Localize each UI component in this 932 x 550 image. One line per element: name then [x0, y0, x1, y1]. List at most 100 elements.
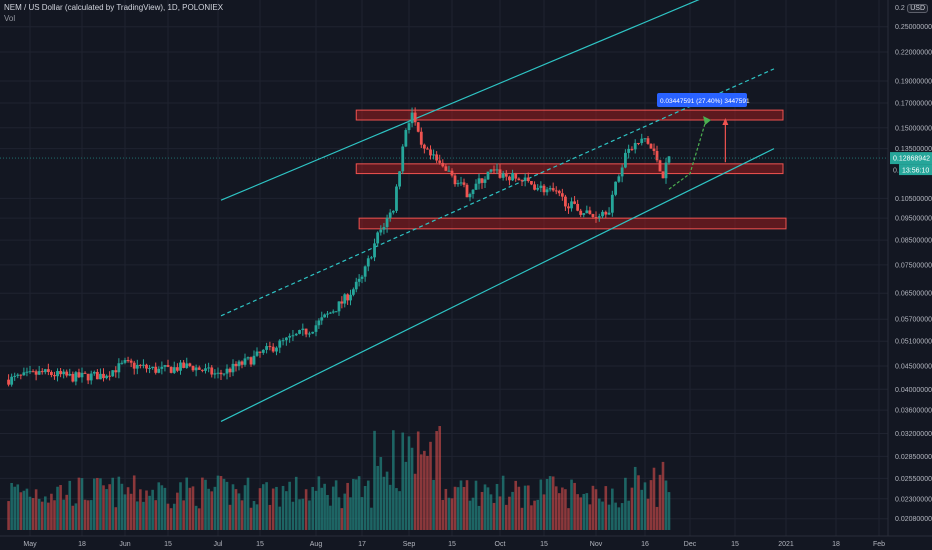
volume-bar-126	[395, 488, 398, 530]
candle-200	[624, 149, 627, 169]
candle-body	[486, 171, 490, 180]
volume-bar-52	[166, 503, 170, 530]
volume-bar-146	[456, 487, 460, 530]
candle-body	[86, 373, 90, 381]
last-price-tag-bg	[890, 152, 932, 165]
candle-body	[432, 154, 435, 156]
candle-body	[50, 372, 53, 376]
volume-bar-212	[661, 461, 665, 530]
candle-body	[416, 122, 420, 132]
candle-body	[154, 366, 158, 373]
volume-bar-210	[655, 506, 659, 530]
volume-bar-187	[582, 493, 586, 530]
candle-149	[465, 183, 469, 198]
candle-196	[610, 190, 614, 217]
candle-201	[627, 144, 631, 159]
candle-174	[542, 184, 546, 196]
volume-bar-103	[326, 494, 329, 530]
candle-body	[526, 177, 530, 182]
candle-172	[536, 184, 540, 192]
candle-205	[640, 133, 644, 146]
candle-71	[225, 364, 229, 380]
candle-199	[620, 164, 624, 183]
projection-path	[668, 119, 707, 190]
candle-body	[363, 266, 367, 277]
candle-4	[19, 374, 23, 380]
candle-body	[19, 374, 23, 376]
price-tick-15: 0.13500000	[895, 146, 932, 153]
volume-bar-12	[43, 496, 47, 530]
candle-177	[551, 182, 555, 192]
volume-bar-81	[255, 504, 259, 530]
volume-bar-92	[291, 501, 295, 530]
candle-body	[34, 371, 38, 375]
price-tick-9: 0.05700000	[895, 317, 932, 324]
candle-body	[320, 317, 324, 321]
candle-49	[157, 366, 161, 374]
volume-bar-214	[667, 492, 671, 530]
candle-body	[498, 169, 502, 178]
volume-bar-148	[462, 486, 466, 530]
candle-35	[114, 366, 118, 378]
candle-75	[237, 359, 241, 371]
candle-111	[349, 289, 352, 306]
volume-bar-164	[511, 491, 514, 530]
candle-58	[185, 357, 189, 369]
candle-body	[453, 175, 457, 185]
candle-body	[132, 362, 136, 369]
volume-bar-26	[86, 500, 90, 530]
candle-body	[169, 366, 173, 373]
candle-153	[477, 173, 481, 190]
candle-147	[459, 176, 463, 186]
candle-130	[407, 119, 411, 134]
candle-109	[343, 293, 347, 308]
candle-43	[138, 364, 142, 369]
candle-body	[200, 369, 204, 371]
candle-100	[317, 318, 321, 329]
candle-body	[179, 362, 182, 371]
volume-bar-111	[349, 497, 352, 530]
volume-bar-183	[570, 479, 573, 530]
candle-body	[511, 172, 514, 181]
candle-body	[567, 206, 570, 209]
channel-middle-line	[220, 68, 775, 317]
price-tick-7: 0.04500000	[895, 364, 932, 371]
volume-bar-43	[139, 489, 142, 530]
candle-210	[655, 145, 659, 163]
candle-body	[388, 212, 392, 218]
candle-208	[649, 143, 653, 149]
volume-bar-120	[376, 465, 379, 530]
volume-bar-82	[258, 488, 262, 530]
volume-bar-18	[62, 499, 65, 530]
candle-23	[77, 368, 81, 379]
candle-body	[249, 357, 253, 365]
time-axis[interactable]: May 18 Jun 15 Jul 15 Aug 17 Sep 15 Oct 15 Nov 16 Dec 15…	[0, 535, 932, 550]
volume-bar-114	[357, 476, 361, 530]
candle-body	[188, 363, 192, 366]
candle-187	[582, 213, 586, 218]
volume-bar-87	[275, 486, 278, 530]
volume-bar-113	[354, 479, 358, 530]
volume-bar-90	[285, 491, 288, 530]
candle-body	[291, 335, 295, 337]
candle-body	[483, 179, 487, 183]
candle-body	[667, 156, 671, 163]
candle-body	[652, 148, 656, 151]
volume-bar-203	[633, 466, 637, 530]
volume-bar-59	[188, 487, 192, 530]
candle-183	[570, 197, 573, 212]
grid-lines	[0, 0, 888, 536]
candle-body	[89, 373, 93, 381]
candle-185	[576, 199, 580, 212]
last-price-label: 0.12868942	[893, 156, 930, 163]
volume-bar-177	[551, 476, 555, 530]
price-axis[interactable]: 0.02080000 0.02300000 0.02550000 0.02850000…	[887, 0, 932, 536]
candle-143	[447, 165, 451, 172]
currency-badge[interactable]: USD	[907, 4, 928, 13]
candle-206	[643, 138, 647, 143]
candle-151	[471, 188, 475, 199]
candle-117	[366, 255, 370, 272]
volume-bar-136	[426, 455, 429, 530]
candle-body	[630, 148, 634, 150]
